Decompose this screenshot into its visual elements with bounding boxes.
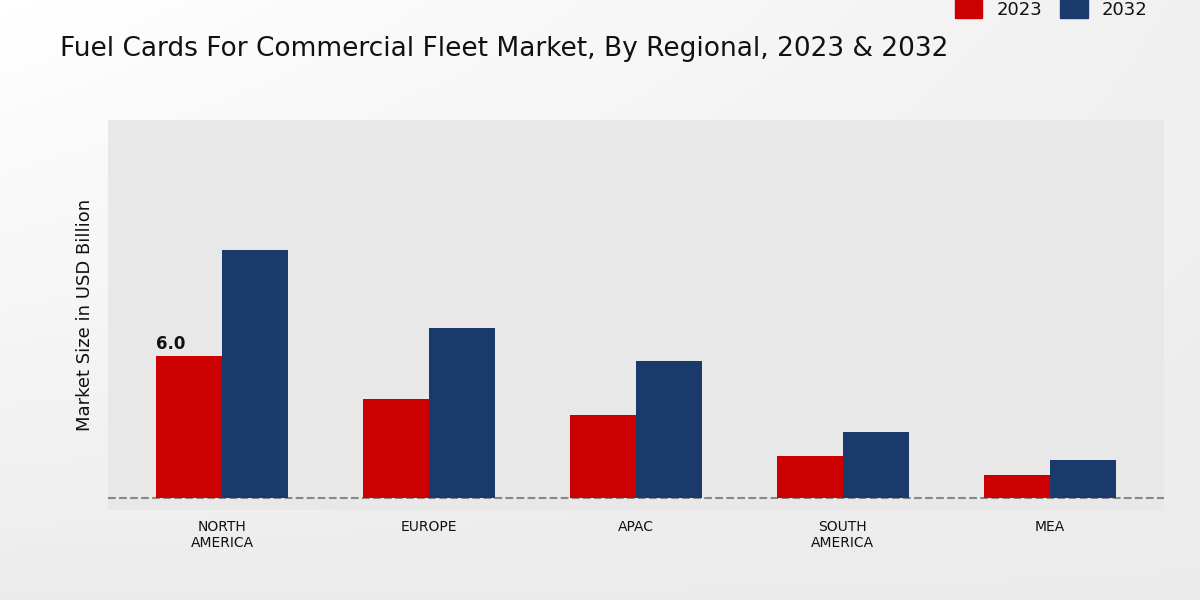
- Bar: [156, 356, 222, 498]
- Legend: 2023, 2032: 2023, 2032: [948, 0, 1154, 26]
- Bar: [570, 415, 636, 498]
- Bar: [222, 250, 288, 498]
- Text: 6.0: 6.0: [156, 335, 185, 353]
- Bar: [636, 361, 702, 498]
- Bar: [842, 432, 910, 498]
- Bar: [984, 475, 1050, 498]
- Bar: [430, 328, 496, 498]
- Text: Fuel Cards For Commercial Fleet Market, By Regional, 2023 & 2032: Fuel Cards For Commercial Fleet Market, …: [60, 36, 948, 62]
- Y-axis label: Market Size in USD Billion: Market Size in USD Billion: [76, 199, 94, 431]
- Bar: [1050, 460, 1116, 498]
- Bar: [362, 399, 430, 498]
- Bar: [776, 455, 842, 498]
